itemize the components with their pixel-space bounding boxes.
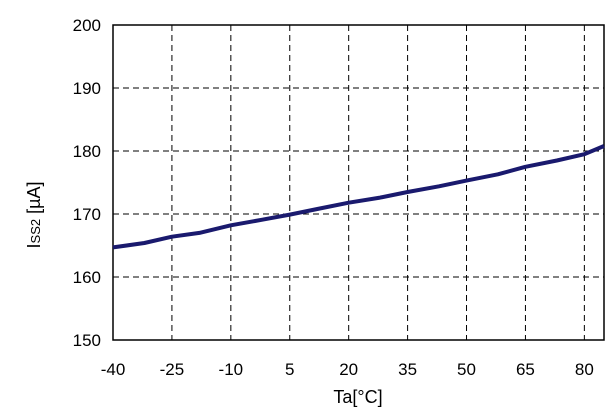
plot-frame <box>112 24 605 341</box>
x-tick-label: 20 <box>339 360 358 379</box>
y-axis-label-unit: [µA] <box>24 182 44 219</box>
series-line <box>112 144 605 250</box>
y-axis-label: ISS2 [µA] <box>24 182 44 249</box>
x-axis-label: Ta[°C] <box>333 387 382 407</box>
y-tick-label: 190 <box>73 79 101 98</box>
y-tick-label: 150 <box>73 331 101 350</box>
y-tick-labels: 150 160 170 180 190 200 <box>73 16 101 350</box>
series-layer <box>112 144 605 250</box>
x-tick-label: -25 <box>160 360 185 379</box>
x-tick-label: 35 <box>398 360 417 379</box>
x-tick-label: -10 <box>219 360 244 379</box>
y-axis-label-sub: SS2 <box>28 219 43 244</box>
y-tick-label: 200 <box>73 16 101 35</box>
x-tick-label: 65 <box>516 360 535 379</box>
x-tick-label: 50 <box>457 360 476 379</box>
y-tick-label: 160 <box>73 268 101 287</box>
y-axis-label-main: I <box>24 243 44 248</box>
y-tick-label: 180 <box>73 142 101 161</box>
grid <box>113 25 604 340</box>
x-tick-labels: -40 -25 -10 5 20 35 50 65 80 <box>101 360 594 379</box>
x-tick-label: 5 <box>285 360 294 379</box>
x-tick-label: 80 <box>575 360 594 379</box>
y-tick-label: 170 <box>73 205 101 224</box>
x-tick-label: -40 <box>101 360 126 379</box>
